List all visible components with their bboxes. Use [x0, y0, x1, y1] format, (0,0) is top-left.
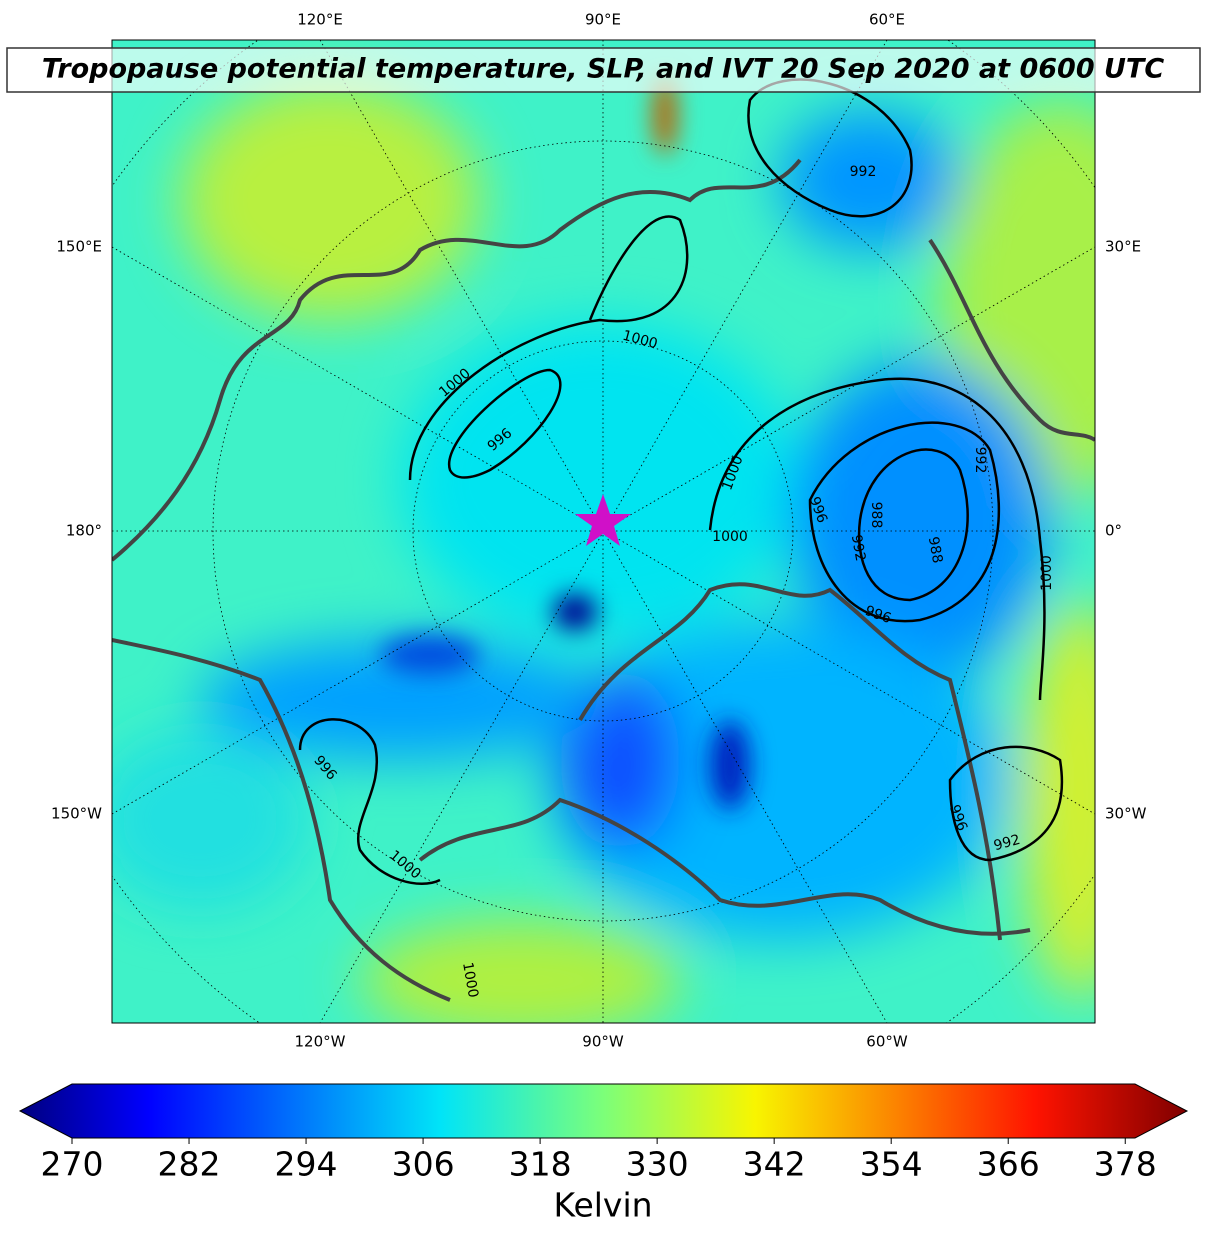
map: 1000100010001000100010001000996996996996…	[112, 40, 1095, 1023]
contour-label: 1000	[1039, 555, 1055, 591]
longitude-label: 90°E	[585, 11, 621, 29]
colorbar-tick-label: 354	[860, 1145, 923, 1184]
colorbar-tick-label: 330	[626, 1145, 689, 1184]
colorbar-tick-label: 342	[743, 1145, 806, 1184]
longitude-label: 150°W	[51, 805, 102, 823]
colorbar-tick-label: 270	[41, 1145, 104, 1184]
contour-label: 992	[848, 533, 868, 562]
longitude-label: 120°E	[297, 11, 343, 29]
longitude-label: 60°E	[869, 11, 905, 29]
contour-label: 1000	[459, 961, 481, 999]
contour-label: 992	[850, 164, 877, 180]
colorbar-label: Kelvin	[553, 1186, 652, 1225]
longitude-label: 90°W	[582, 1033, 624, 1051]
contour-label: 988	[868, 502, 884, 529]
temperature-minima	[380, 75, 750, 810]
slp-contours	[298, 78, 1064, 885]
longitude-label: 150°E	[56, 238, 102, 256]
colorbar-tick-label: 378	[1094, 1145, 1157, 1184]
longitude-label: 30°E	[1105, 238, 1141, 256]
temperature-field	[112, 80, 1095, 1023]
colorbar	[18, 1083, 1189, 1139]
title-box	[6, 47, 1201, 93]
contour-label: 992	[992, 832, 1022, 854]
coastlines	[112, 158, 1095, 1002]
title: Tropopause potential temperature, SLP, a…	[42, 54, 1165, 85]
longitude-label: 30°W	[1105, 805, 1147, 823]
longitude-label: 0°	[1105, 522, 1122, 540]
map-frame	[111, 39, 1096, 1024]
contour-label: 992	[972, 447, 988, 474]
contour-label: 1000	[712, 529, 748, 545]
colorbar-tick-label: 366	[977, 1145, 1040, 1184]
star-marker	[575, 494, 631, 546]
colorbar-tick-label: 282	[158, 1145, 221, 1184]
contour-label: 988	[925, 535, 945, 564]
colorbar-tick-label: 306	[392, 1145, 455, 1184]
longitude-label: 180°	[66, 522, 102, 540]
colorbar-tick-label: 294	[275, 1145, 338, 1184]
longitude-label: 60°W	[866, 1033, 908, 1051]
colorbar-tick-label: 318	[509, 1145, 572, 1184]
longitude-label: 120°W	[295, 1033, 346, 1051]
